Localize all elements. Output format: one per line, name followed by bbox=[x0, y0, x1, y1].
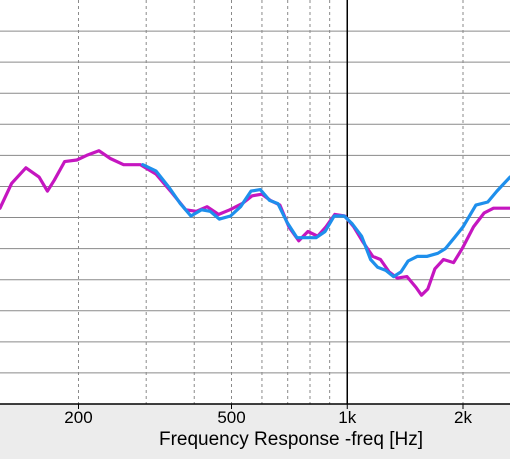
x-tick-label: 1k bbox=[338, 408, 356, 427]
x-ticks: 200 500 1k 2k bbox=[64, 404, 472, 427]
x-grid bbox=[77, 0, 464, 404]
series-line-2 bbox=[141, 163, 510, 279]
x-tick-label: 2k bbox=[454, 408, 472, 427]
x-tick-label: 200 bbox=[64, 408, 92, 427]
y-grid bbox=[0, 30, 510, 374]
series-layer bbox=[0, 149, 510, 297]
x-tick-label: 500 bbox=[217, 408, 245, 427]
x-axis-title: Frequency Response -freq [Hz] bbox=[159, 429, 423, 450]
plot-area bbox=[0, 0, 510, 404]
